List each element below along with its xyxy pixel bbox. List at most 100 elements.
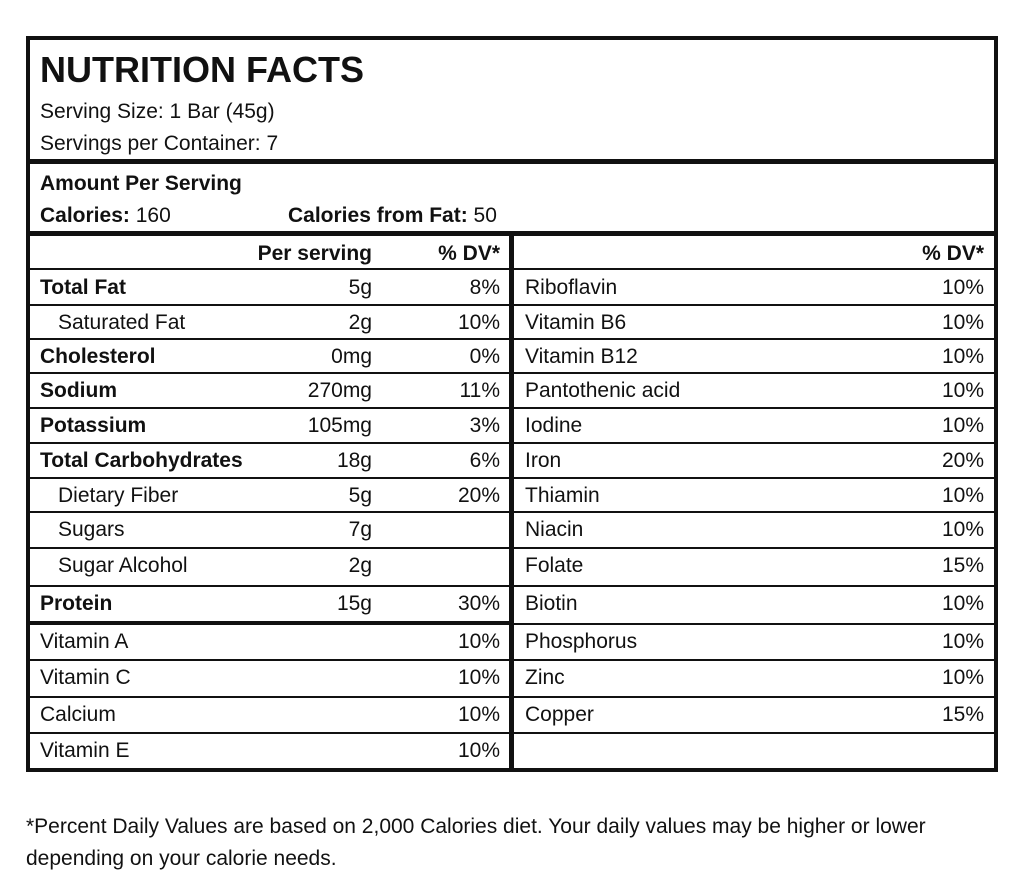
vitamin-dv: 10%	[457, 739, 500, 762]
divider	[26, 159, 998, 164]
nutrient-name: Sodium	[40, 379, 117, 402]
vitamin-dv: 10%	[457, 703, 500, 726]
nutrient-dv: 10%	[941, 311, 984, 334]
label-box	[26, 36, 998, 772]
row-divider	[30, 407, 510, 409]
nutrient-amount: 7g	[348, 518, 372, 541]
row-divider	[30, 372, 510, 374]
nutrient-name: Copper	[525, 703, 594, 726]
nutrient-name: Dietary Fiber	[58, 484, 179, 507]
nutrient-name: Zinc	[525, 666, 565, 689]
amount-heading: Amount Per Serving	[40, 172, 242, 195]
calories-line: Calories: 160	[40, 204, 171, 228]
row-divider	[30, 547, 510, 549]
nutrient-name: Riboflavin	[525, 276, 618, 299]
row-divider	[30, 477, 510, 479]
column-header: Per serving	[257, 242, 372, 265]
nutrient-name: Potassium	[40, 414, 147, 437]
calories-label: Calories:	[40, 204, 130, 227]
nutrient-name: Sugar Alcohol	[58, 554, 188, 577]
row-divider	[514, 732, 994, 734]
row-divider	[30, 338, 510, 340]
nutrient-name: Folate	[525, 554, 584, 577]
nutrient-name: Phosphorus	[525, 630, 638, 653]
nutrient-dv: 10%	[941, 484, 984, 507]
row-divider	[514, 407, 994, 409]
nutrient-name: Iron	[525, 449, 562, 472]
nutrient-dv: 20%	[457, 484, 500, 507]
nutrient-dv: 20%	[941, 449, 984, 472]
nutrient-name: Vitamin B6	[525, 311, 627, 334]
vitamin-name: Vitamin C	[40, 666, 131, 689]
nutrient-dv: 10%	[941, 630, 984, 653]
nutrient-name: Biotin	[525, 592, 578, 615]
nutrient-dv: 10%	[941, 345, 984, 368]
nutrient-amount: 18g	[336, 449, 372, 472]
nutrient-dv: 3%	[469, 414, 500, 437]
calories: 160	[135, 204, 171, 227]
nutrient-dv: 6%	[469, 449, 500, 472]
nutrient-name: Total Fat	[40, 276, 126, 299]
row-divider	[30, 268, 994, 270]
nutrient-dv: 10%	[941, 276, 984, 299]
row-divider	[514, 623, 994, 625]
nutrient-name: Sugars	[58, 518, 125, 541]
nutrient-dv: 10%	[941, 666, 984, 689]
row-divider	[514, 659, 994, 661]
row-divider	[30, 511, 510, 513]
row-divider	[514, 338, 994, 340]
column-header: % DV*	[922, 242, 984, 265]
nutrient-dv: 15%	[941, 554, 984, 577]
nutrient-dv: 10%	[457, 311, 500, 334]
nutrient-name: Thiamin	[525, 484, 600, 507]
nutrient-amount: 15g	[336, 592, 372, 615]
row-divider	[30, 696, 510, 698]
title: NUTRITION FACTS	[40, 49, 364, 90]
footnote: *Percent Daily Values are based on 2,000…	[26, 815, 926, 870]
nutrient-amount: 105mg	[307, 414, 372, 437]
row-divider	[30, 585, 510, 587]
vitamin-dv: 10%	[457, 630, 500, 653]
row-divider	[514, 442, 994, 444]
nutrient-name: Protein	[40, 592, 113, 615]
row-divider	[514, 547, 994, 549]
row-divider	[514, 585, 994, 587]
nutrient-dv: 10%	[941, 518, 984, 541]
fat-calories-label: Calories from Fat:	[288, 204, 468, 227]
serving-size: Serving Size: 1 Bar (45g)	[40, 100, 275, 123]
nutrient-dv: 30%	[457, 592, 500, 615]
vitamin-name: Calcium	[40, 703, 116, 726]
nutrient-name: Saturated Fat	[58, 311, 186, 334]
nutrient-name: Niacin	[525, 518, 584, 541]
nutrient-dv: 10%	[941, 379, 984, 402]
column-divider	[509, 233, 514, 768]
row-divider	[514, 511, 994, 513]
nutrient-dv: 15%	[941, 703, 984, 726]
row-divider	[30, 621, 510, 625]
fat-calories-line: Calories from Fat: 50	[288, 204, 497, 228]
nutrient-amount: 5g	[348, 276, 372, 299]
vitamin-name: Vitamin A	[40, 630, 129, 653]
nutrient-amount: 2g	[348, 554, 372, 577]
vitamin-dv: 10%	[457, 666, 500, 689]
row-divider	[514, 477, 994, 479]
nutrient-dv: 8%	[469, 276, 500, 299]
nutrient-name: Vitamin B12	[525, 345, 638, 368]
vitamin-name: Vitamin E	[40, 739, 130, 762]
nutrient-amount: 2g	[348, 311, 372, 334]
nutrient-name: Iodine	[525, 414, 583, 437]
nutrient-dv: 10%	[941, 414, 984, 437]
nutrient-dv: 10%	[941, 592, 984, 615]
row-divider	[30, 442, 510, 444]
row-divider	[30, 732, 510, 734]
nutrient-amount: 270mg	[307, 379, 372, 402]
row-divider	[514, 304, 994, 306]
nutrient-name: Cholesterol	[40, 345, 156, 368]
servings-per-container: Servings per Container: 7	[40, 132, 279, 155]
row-divider	[514, 696, 994, 698]
row-divider	[30, 659, 510, 661]
nutrient-name: Total Carbohydrates	[40, 449, 243, 472]
nutrient-dv: 0%	[469, 345, 500, 368]
row-divider	[30, 304, 510, 306]
